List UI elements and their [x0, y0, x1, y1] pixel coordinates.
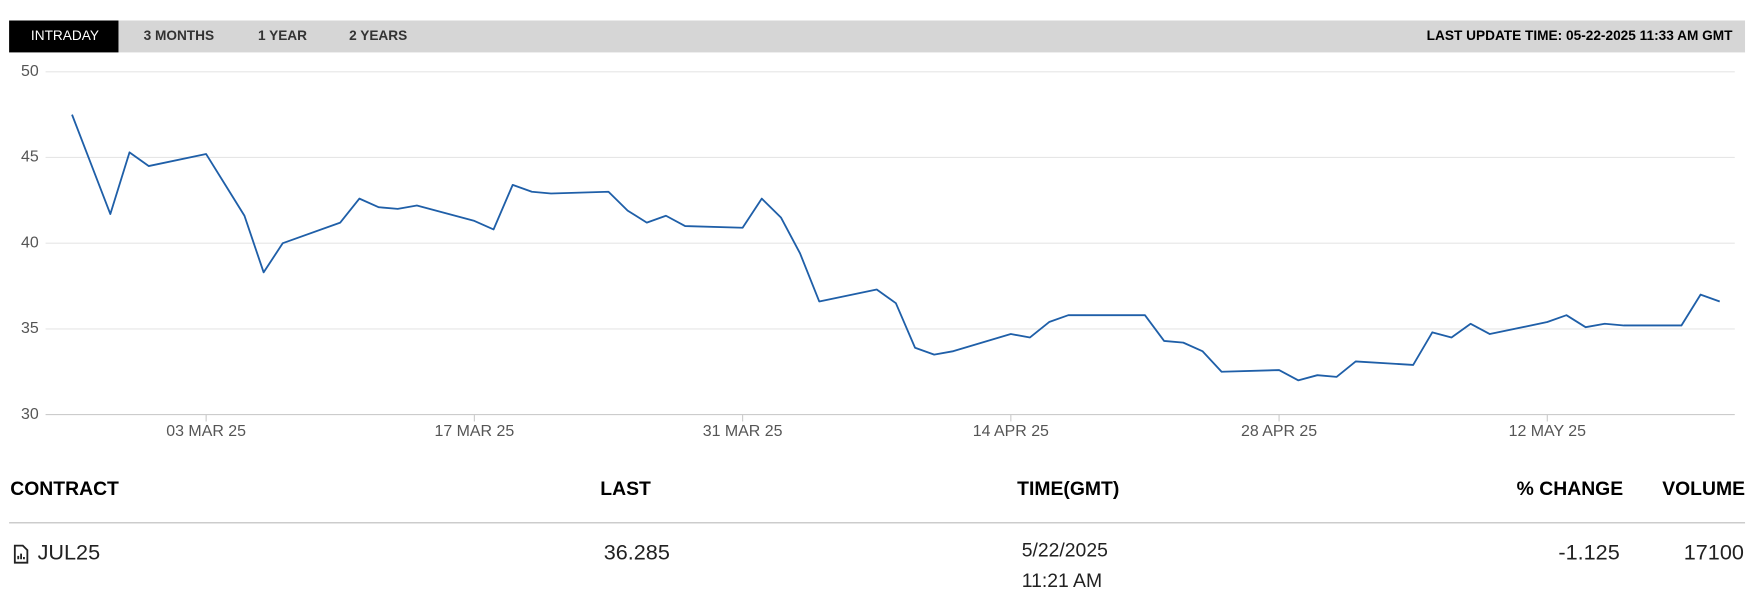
tab[interactable]: 1 YEAR [258, 28, 307, 43]
last-update: LAST UPDATE TIME: 05-22-2025 11:33 AM GM… [1427, 28, 1733, 43]
doc-icon[interactable] [13, 544, 29, 564]
price-line [71, 114, 1721, 382]
active-tab[interactable] [9, 20, 119, 53]
x-tick-label: 12 MAY 25 [1509, 423, 1587, 440]
y-tick-label: 50 [21, 63, 39, 80]
y-tick-label: 30 [21, 406, 39, 423]
table-header: TIME(GMT) [1017, 478, 1119, 500]
x-tick-label: 14 APR 25 [973, 423, 1049, 440]
tab[interactable]: 2 YEARS [349, 28, 407, 43]
tab-bar [9, 20, 1746, 53]
table-header: VOLUME [1662, 478, 1745, 500]
table-header: LAST [600, 478, 651, 500]
x-tick-label: 03 MAR 25 [166, 423, 246, 440]
x-tick-label: 17 MAR 25 [435, 423, 515, 440]
x-tick-label: 31 MAR 25 [703, 423, 783, 440]
y-tick-label: 45 [21, 149, 39, 166]
y-tick-label: 35 [21, 320, 39, 337]
time-clock: 11:21 AM [1022, 570, 1102, 592]
volume: 17100 [1684, 539, 1744, 564]
time-date: 5/22/2025 [1022, 539, 1108, 561]
change: -1.125 [1558, 539, 1619, 564]
last: 36.285 [604, 539, 670, 564]
x-tick-label: 28 APR 25 [1241, 423, 1317, 440]
table-header: % CHANGE [1517, 478, 1624, 500]
tab[interactable]: 3 MONTHS [144, 28, 215, 43]
y-tick-label: 40 [21, 234, 39, 251]
tab[interactable]: INTRADAY [31, 28, 99, 43]
table-header: CONTRACT [10, 478, 119, 500]
contract[interactable]: JUL25 [38, 539, 101, 564]
